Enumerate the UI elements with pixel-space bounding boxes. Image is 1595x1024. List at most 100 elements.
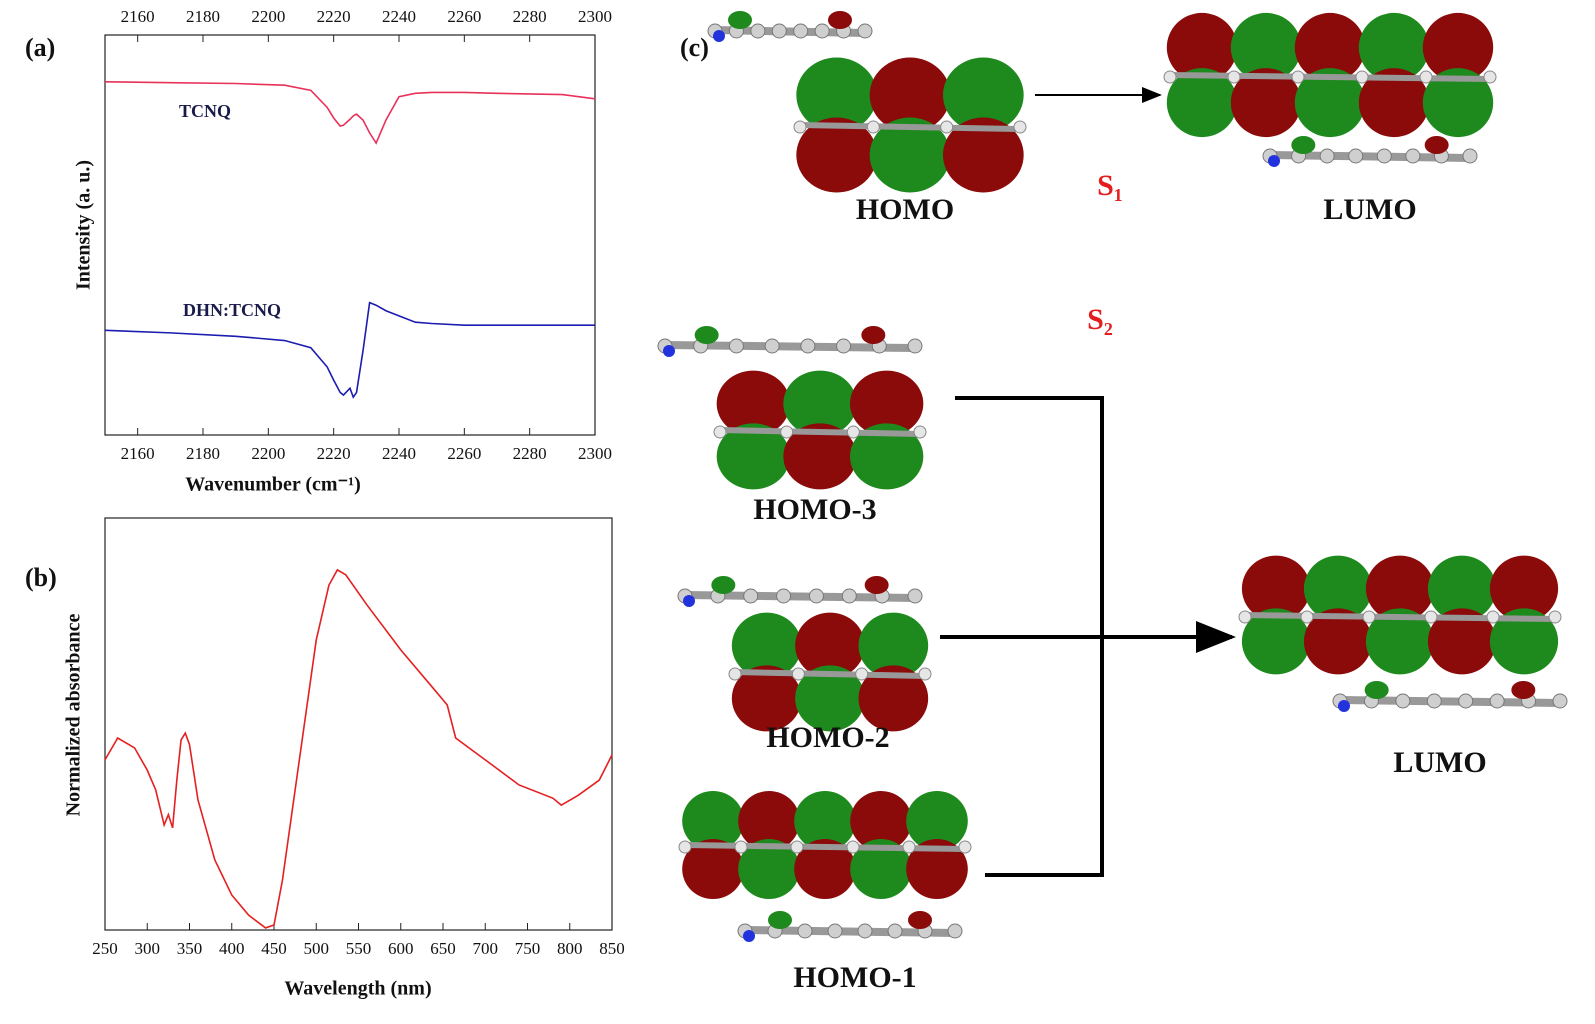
orbital-label: HOMO bbox=[856, 193, 954, 226]
orbital-lobe bbox=[731, 665, 802, 732]
orbital-lobe bbox=[1427, 555, 1497, 622]
molecule-backbone bbox=[719, 427, 921, 437]
orbital-lobe bbox=[869, 117, 951, 193]
plot-frame bbox=[104, 517, 613, 931]
orbital-lobe bbox=[1241, 608, 1311, 675]
orbital-lobe bbox=[1489, 555, 1559, 622]
atom bbox=[1013, 120, 1027, 134]
atom bbox=[776, 588, 792, 604]
orbital-lobe bbox=[1365, 608, 1435, 675]
orbital-lobe bbox=[1424, 136, 1449, 154]
orbital-lobe bbox=[794, 791, 856, 851]
atom bbox=[808, 588, 824, 604]
orbital-lobe bbox=[738, 791, 800, 851]
atom bbox=[678, 840, 692, 854]
atom bbox=[836, 338, 852, 354]
orbital-lobe bbox=[864, 576, 889, 594]
atom bbox=[1458, 693, 1474, 709]
atom bbox=[947, 923, 963, 939]
atom bbox=[902, 840, 916, 854]
x-tick-label-top: 2180 bbox=[186, 7, 220, 26]
x-tick-label: 2160 bbox=[121, 444, 155, 463]
atom bbox=[728, 338, 744, 354]
panel-label: (a) bbox=[25, 33, 55, 62]
x-tick-label: 2180 bbox=[186, 444, 220, 463]
x-tick-label: 750 bbox=[515, 939, 541, 958]
x-tick-label: 800 bbox=[557, 939, 583, 958]
orbital-lobe bbox=[1294, 68, 1366, 138]
x-tick-label: 600 bbox=[388, 939, 414, 958]
atom bbox=[1338, 700, 1350, 712]
orbital-lobe bbox=[795, 612, 865, 679]
x-tick-label: 400 bbox=[219, 939, 245, 958]
orbital-lobe bbox=[1365, 555, 1435, 622]
orbital-lobe bbox=[858, 612, 929, 679]
atom bbox=[734, 840, 748, 854]
x-tick-label: 350 bbox=[177, 939, 203, 958]
atom bbox=[887, 923, 903, 939]
x-tick-label: 550 bbox=[346, 939, 372, 958]
orbital-lobe bbox=[1291, 136, 1316, 154]
atom bbox=[1552, 693, 1568, 709]
panel-label: (c) bbox=[680, 33, 709, 62]
orbital-lobe bbox=[908, 911, 932, 929]
atom bbox=[857, 923, 873, 939]
x-axis-title: Wavelength (nm) bbox=[284, 978, 431, 1000]
y-axis-title: Intensity (a. u.) bbox=[73, 160, 95, 290]
atom bbox=[800, 338, 816, 354]
x-tick-label-top: 2300 bbox=[578, 7, 612, 26]
orbital-lobe bbox=[1422, 68, 1494, 138]
atom bbox=[743, 930, 755, 942]
atom bbox=[771, 23, 787, 39]
orbital-lobe bbox=[728, 11, 752, 29]
atom bbox=[1489, 693, 1505, 709]
atom bbox=[683, 595, 695, 607]
atom bbox=[1227, 70, 1241, 84]
orbital-lobe bbox=[869, 57, 951, 133]
orbital-lobe bbox=[858, 665, 929, 732]
orbital-lobe bbox=[711, 576, 736, 594]
orbital-lobe bbox=[731, 612, 802, 679]
x-tick-label-top: 2220 bbox=[317, 7, 351, 26]
atom bbox=[1548, 610, 1562, 624]
molecule-backbone bbox=[1169, 72, 1491, 82]
data-line bbox=[104, 568, 613, 929]
orbital-label: HOMO-1 bbox=[793, 961, 916, 994]
atom bbox=[827, 923, 843, 939]
orbital-lobe bbox=[783, 423, 857, 490]
orbital-label: LUMO bbox=[1323, 193, 1416, 226]
x-tick-label: 2280 bbox=[513, 444, 547, 463]
atom bbox=[841, 588, 857, 604]
orbital-lobe bbox=[943, 117, 1024, 193]
atom bbox=[1486, 610, 1500, 624]
orbital-lobe bbox=[861, 326, 886, 344]
state-label: S₂ bbox=[1087, 303, 1113, 336]
plot-frame bbox=[104, 34, 596, 436]
atom bbox=[913, 425, 927, 439]
orbital-lobe bbox=[1422, 12, 1494, 82]
atom bbox=[1426, 693, 1442, 709]
orbital-lobe bbox=[1511, 681, 1536, 699]
orbital-lobe bbox=[1303, 608, 1373, 675]
x-tick-label-top: 2280 bbox=[513, 7, 547, 26]
atom bbox=[791, 667, 805, 681]
atom bbox=[846, 425, 860, 439]
atom bbox=[750, 23, 766, 39]
orbital-label: LUMO bbox=[1393, 746, 1486, 779]
atom bbox=[793, 23, 809, 39]
orbital-lobe bbox=[1230, 12, 1302, 82]
orbital-lobe bbox=[850, 423, 924, 490]
series-label: DHN:TCNQ bbox=[183, 300, 281, 320]
orbital-lobe bbox=[1358, 68, 1430, 138]
atom bbox=[780, 425, 794, 439]
atom bbox=[1319, 148, 1335, 164]
orbital-lobe bbox=[716, 370, 790, 437]
state-label: S₁ bbox=[1097, 169, 1123, 202]
orbital-lobe bbox=[682, 791, 744, 851]
atom bbox=[907, 338, 923, 354]
orbital-lobe bbox=[796, 57, 878, 133]
x-tick-label: 500 bbox=[304, 939, 330, 958]
atom bbox=[907, 588, 923, 604]
atom bbox=[764, 338, 780, 354]
y-axis-title: Normalized absorbance bbox=[63, 614, 85, 817]
